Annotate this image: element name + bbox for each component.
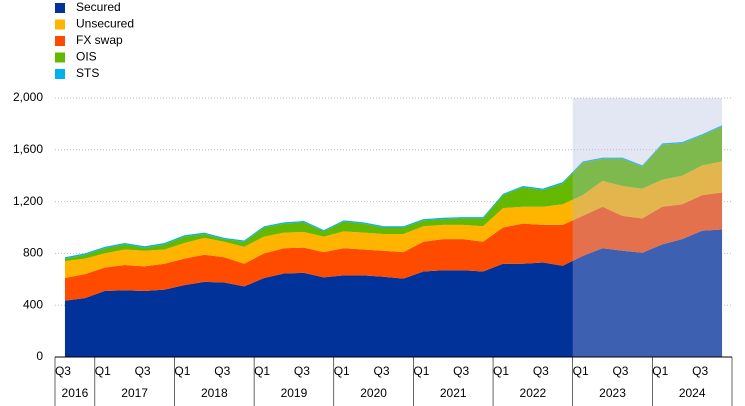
x-tick-label: Q3 — [612, 364, 628, 378]
x-tick-label: Q1 — [573, 364, 589, 378]
x-tick-label: Q1 — [493, 364, 509, 378]
x-tick-label: Q3 — [692, 364, 708, 378]
legend-swatch — [55, 69, 65, 79]
shaded-period — [572, 98, 723, 357]
x-tick-label: Q1 — [174, 364, 190, 378]
year-label: 2019 — [281, 386, 308, 400]
legend-swatch — [55, 36, 65, 46]
legend-swatch — [55, 19, 65, 30]
y-tick-label: 1,600 — [13, 142, 43, 156]
year-label: 2023 — [599, 386, 626, 400]
x-tick-label: Q3 — [533, 364, 549, 378]
x-tick-label: Q1 — [95, 364, 111, 378]
y-tick-label: 800 — [23, 246, 43, 260]
year-label: 2018 — [201, 386, 228, 400]
x-tick-label: Q3 — [135, 364, 151, 378]
year-label: 2020 — [360, 386, 387, 400]
year-label: 2021 — [440, 386, 467, 400]
legend-swatch — [55, 3, 65, 13]
year-label: 2022 — [520, 386, 547, 400]
area — [64, 229, 723, 357]
x-tick-label: Q3 — [214, 364, 230, 378]
legend-label: FX swap — [76, 33, 123, 47]
y-tick-label: 1,200 — [13, 194, 43, 208]
year-label: 2017 — [121, 386, 148, 400]
x-tick-label: Q3 — [55, 364, 71, 378]
legend-label: Unsecured — [76, 17, 134, 31]
x-tick-label: Q3 — [294, 364, 310, 378]
legend-swatch — [55, 52, 65, 63]
year-label: 2024 — [679, 386, 706, 400]
x-tick-label: Q3 — [374, 364, 390, 378]
x-tick-label: Q3 — [453, 364, 469, 378]
legend-label: OIS — [76, 50, 97, 64]
y-tick-label: 2,000 — [13, 90, 43, 104]
year-label: 2016 — [62, 386, 89, 400]
x-tick-label: Q1 — [652, 364, 668, 378]
area — [64, 161, 723, 279]
legend-label: Secured — [76, 0, 121, 14]
area — [64, 126, 723, 262]
legend-label: STS — [76, 66, 99, 80]
x-tick-label: Q1 — [254, 364, 270, 378]
x-tick-label: Q1 — [413, 364, 429, 378]
y-tick-label: 400 — [23, 297, 43, 311]
x-tick-label: Q1 — [334, 364, 350, 378]
y-tick-label: 0 — [36, 349, 43, 363]
area — [64, 125, 723, 259]
area — [64, 192, 723, 301]
